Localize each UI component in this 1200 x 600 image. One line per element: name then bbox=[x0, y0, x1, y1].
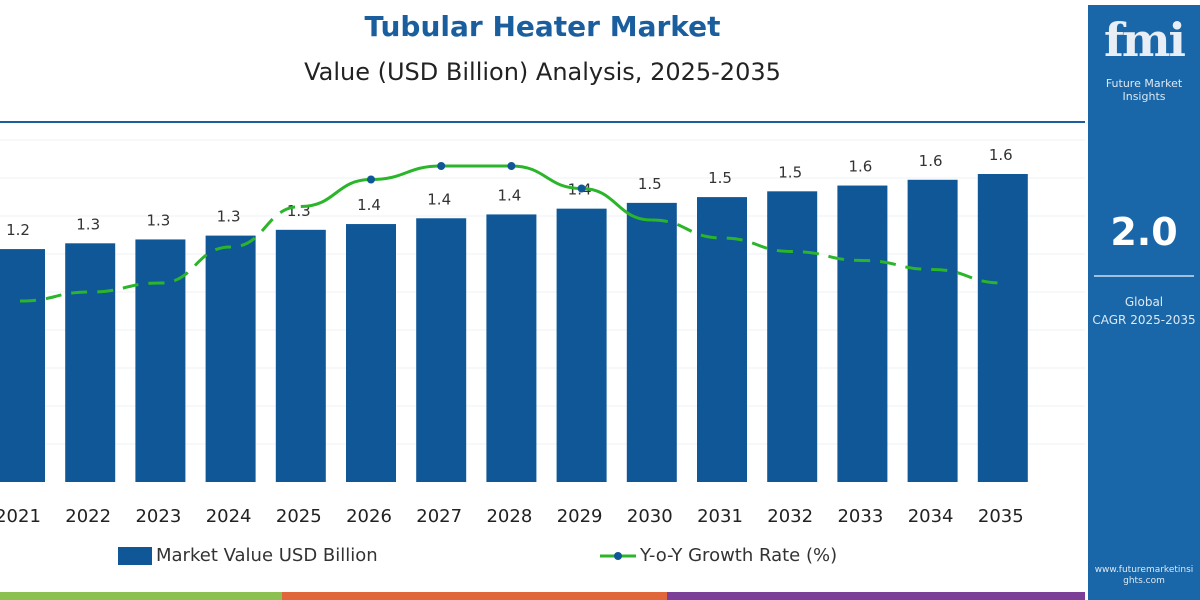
x-tick-2032: 2032 bbox=[767, 506, 813, 527]
growth-line-dashed-late bbox=[651, 218, 1003, 285]
bar-2034 bbox=[907, 179, 958, 482]
legend-label: Y-o-Y Growth Rate (%) bbox=[640, 545, 838, 566]
bar-2023 bbox=[135, 239, 186, 482]
bar-2026 bbox=[346, 224, 396, 483]
bar-2029 bbox=[556, 208, 607, 482]
legend-item-growth: Y-o-Y Growth Rate (%) bbox=[600, 545, 837, 566]
legend-item-market-value: Market Value USD Billion bbox=[118, 545, 378, 566]
legend-label: Market Value USD Billion bbox=[156, 545, 378, 566]
legend-swatch-bar bbox=[118, 546, 152, 565]
x-tick-2034: 2034 bbox=[908, 506, 954, 527]
brand-name: Future Market Insights bbox=[1105, 77, 1183, 103]
bar-2021 bbox=[0, 249, 45, 482]
growth-point-2029 bbox=[577, 184, 586, 193]
x-tick-2025: 2025 bbox=[276, 506, 322, 527]
growth-line-dashed-early bbox=[19, 205, 301, 303]
cagr-value: 2.0 bbox=[1110, 210, 1178, 254]
bar-label-2033: 1.6 bbox=[848, 158, 872, 176]
growth-point-2027 bbox=[437, 162, 446, 170]
x-tick-2022: 2022 bbox=[65, 506, 111, 527]
bar-label-2022: 1.3 bbox=[76, 215, 100, 233]
bar-label-2024: 1.3 bbox=[217, 208, 241, 226]
bar-label-2026: 1.4 bbox=[357, 196, 381, 214]
bar-label-2034: 1.6 bbox=[919, 152, 943, 170]
fmi-logo: fmi bbox=[1104, 13, 1186, 67]
bar-2032 bbox=[767, 191, 818, 482]
stripe-purple bbox=[667, 592, 1085, 600]
x-tick-2029: 2029 bbox=[557, 506, 603, 527]
bar-2025 bbox=[275, 229, 326, 482]
bar-2035 bbox=[977, 174, 1028, 482]
x-tick-2028: 2028 bbox=[486, 506, 532, 527]
bar-label-2025: 1.3 bbox=[287, 202, 311, 220]
legend-swatch-line bbox=[600, 551, 636, 560]
growth-line-solid bbox=[300, 164, 652, 222]
x-tick-2026: 2026 bbox=[346, 506, 392, 527]
growth-point-2028 bbox=[507, 162, 516, 170]
bar-label-2030: 1.5 bbox=[638, 175, 662, 193]
panel-label-cagr: CAGR 2025-2035 bbox=[1092, 313, 1196, 327]
bar-label-2021: 1.2 bbox=[6, 221, 30, 239]
x-tick-2023: 2023 bbox=[135, 506, 181, 527]
bar-label-2023: 1.3 bbox=[146, 211, 170, 229]
bar-label-2027: 1.4 bbox=[427, 190, 451, 208]
stripe-green bbox=[0, 592, 282, 600]
title-divider bbox=[0, 121, 1085, 123]
bar-2022 bbox=[65, 243, 116, 482]
x-tick-2021: 2021 bbox=[0, 506, 41, 527]
x-tick-2030: 2030 bbox=[627, 506, 673, 527]
website-link[interactable]: www.futuremarketinsights.com bbox=[1094, 565, 1194, 586]
bar-2028 bbox=[486, 214, 537, 483]
bar-2030 bbox=[626, 202, 677, 482]
x-tick-2031: 2031 bbox=[697, 506, 743, 527]
growth-point-2026 bbox=[367, 175, 375, 184]
bar-label-2028: 1.4 bbox=[497, 186, 521, 204]
x-tick-2035: 2035 bbox=[978, 506, 1024, 527]
chart-subtitle: Value (USD Billion) Analysis, 2025-2035 bbox=[304, 58, 781, 86]
chart-title: Tubular Heater Market bbox=[364, 10, 721, 43]
x-tick-2033: 2033 bbox=[837, 506, 883, 527]
panel-label-global: Global bbox=[1124, 295, 1164, 309]
bar-label-2032: 1.5 bbox=[778, 163, 802, 181]
bar-label-2035: 1.6 bbox=[989, 146, 1013, 164]
side-panel: fmi Future Market Insights 2.0 Global CA… bbox=[1088, 5, 1200, 600]
x-tick-2024: 2024 bbox=[206, 506, 252, 527]
chart-plot: 1.2 2021 1.3 2022 1.3 2023 1.3 2024 1.3 2025 1.4 20… bbox=[0, 139, 1085, 527]
x-tick-2027: 2027 bbox=[416, 506, 462, 527]
bar-2027 bbox=[416, 218, 467, 482]
bar-label-2031: 1.5 bbox=[708, 169, 732, 187]
bar-2024 bbox=[205, 235, 256, 482]
bar-2033 bbox=[837, 185, 888, 483]
panel-divider bbox=[1094, 275, 1194, 277]
bar-2031 bbox=[697, 197, 747, 482]
stripe-orange bbox=[282, 592, 667, 600]
